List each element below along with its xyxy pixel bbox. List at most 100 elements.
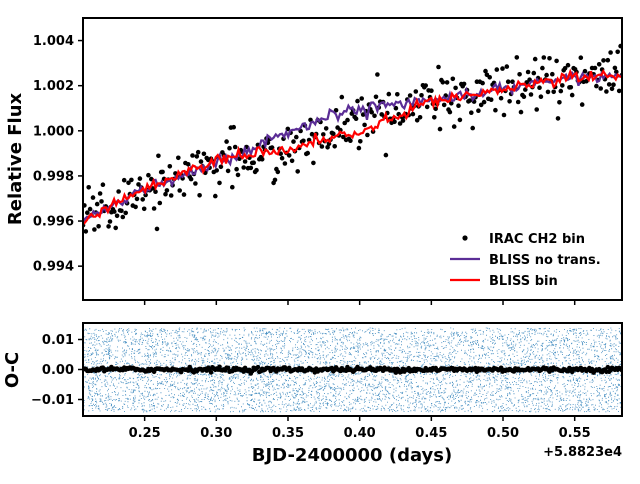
irac-point [181, 192, 187, 197]
bottom-x-tick-label: 0.35 [272, 426, 304, 441]
irac-point [146, 172, 151, 178]
irac-point [372, 113, 377, 119]
irac-point [176, 155, 181, 161]
irac-point [309, 131, 315, 137]
irac-point [528, 92, 534, 97]
irac-point [456, 103, 461, 108]
irac-point [185, 162, 191, 167]
irac-point [547, 56, 552, 61]
irac-point [393, 105, 399, 111]
irac-point [106, 224, 111, 229]
irac-point [605, 57, 611, 63]
irac-point [450, 76, 456, 82]
bottom-y-tick-label: 0.00 [42, 363, 74, 378]
irac-point [505, 79, 511, 84]
irac-point [107, 219, 113, 224]
irac-point [100, 182, 106, 187]
irac-point [601, 58, 606, 63]
irac-point [248, 165, 254, 171]
bottom-y-tick-label: −0.01 [31, 393, 74, 408]
irac-point [501, 112, 507, 118]
irac-point [598, 86, 603, 91]
irac-point [517, 72, 522, 77]
irac-point [569, 92, 575, 98]
irac-point [414, 118, 420, 123]
irac-point [311, 160, 316, 166]
top-y-ticks: 0.994 0.996 0.998 1.000 1.002 1.004 [33, 34, 576, 305]
irac-point [341, 134, 346, 140]
irac-point [417, 115, 423, 120]
irac-point [87, 206, 93, 212]
legend-label-bliss-no-trans: BLISS no trans. [489, 253, 601, 268]
irac-point [544, 72, 549, 78]
irac-point [198, 159, 204, 164]
irac-point [467, 98, 473, 103]
binned-residual-point [286, 365, 292, 371]
irac-point [369, 109, 375, 115]
binned-residual-point [255, 364, 261, 370]
irac-point [342, 120, 348, 126]
bottom-x-tick-label: 0.40 [344, 426, 376, 441]
bottom-y-ticks: −0.01 0.00 0.01 [31, 333, 83, 408]
irac-point [339, 94, 345, 100]
irac-point [616, 88, 622, 94]
irac-point [480, 80, 485, 86]
irac-point [99, 199, 104, 204]
irac-point [515, 99, 521, 105]
irac-point [213, 193, 218, 199]
irac-point [291, 139, 296, 144]
irac-point [558, 88, 564, 94]
irac-point [195, 149, 201, 155]
irac-point [507, 99, 512, 104]
irac-point [164, 188, 170, 193]
legend-label-bliss-bin: BLISS bin [489, 274, 558, 289]
irac-point [609, 86, 615, 92]
irac-point [476, 108, 481, 113]
irac-point [478, 102, 484, 108]
series-binned-residuals [83, 364, 622, 376]
irac-point [487, 75, 493, 80]
irac-point [433, 106, 439, 112]
irac-point [419, 93, 424, 98]
irac-point [319, 144, 325, 149]
irac-point [521, 94, 527, 99]
irac-point [383, 152, 389, 158]
irac-point [534, 107, 539, 112]
bottom-x-tick-label: 0.55 [559, 426, 591, 441]
irac-point [538, 94, 544, 99]
irac-point [323, 126, 329, 131]
irac-point [604, 89, 609, 94]
irac-point [120, 214, 126, 220]
irac-point [615, 49, 620, 55]
top-plot-area [83, 43, 622, 234]
irac-point [386, 91, 392, 97]
irac-point [373, 94, 379, 100]
irac-point [123, 210, 128, 216]
irac-point [114, 213, 120, 219]
irac-point [331, 131, 336, 136]
irac-point [356, 145, 362, 151]
irac-point [214, 168, 219, 173]
irac-point [285, 126, 291, 132]
legend: IRAC CH2 bin BLISS no trans. BLISS bin [450, 232, 601, 289]
bottom-plot-area [83, 327, 622, 413]
irac-point [177, 188, 182, 193]
irac-point [451, 124, 457, 129]
irac-point [241, 165, 246, 170]
irac-point [423, 83, 429, 88]
irac-point [251, 160, 256, 165]
irac-point [413, 89, 419, 94]
irac-point [555, 116, 561, 121]
top-y-tick-label: 1.004 [33, 34, 74, 49]
irac-point [518, 109, 524, 115]
irac-point [611, 82, 616, 87]
irac-point [227, 145, 232, 151]
irac-point [395, 92, 400, 97]
irac-point [325, 145, 330, 150]
irac-point [97, 191, 103, 196]
irac-point [483, 68, 488, 74]
irac-point [568, 85, 574, 90]
irac-point [234, 166, 239, 172]
irac-point [136, 182, 141, 187]
irac-point [86, 185, 91, 190]
